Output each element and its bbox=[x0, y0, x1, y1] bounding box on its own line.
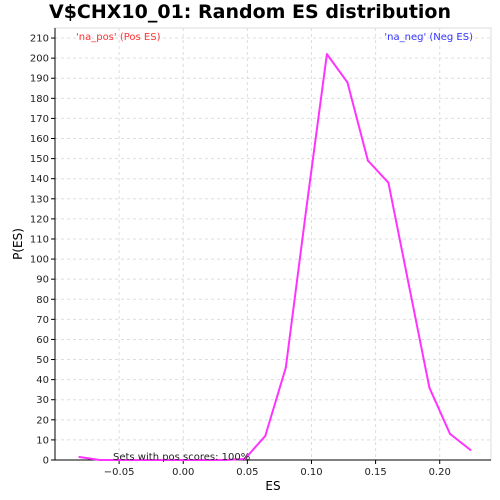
data-point bbox=[449, 433, 451, 435]
y-tick-label: 150 bbox=[30, 154, 49, 165]
data-point bbox=[305, 208, 307, 210]
y-tick-label: 0 bbox=[43, 456, 49, 467]
data-point bbox=[367, 160, 369, 162]
x-tick-label: 0.10 bbox=[300, 467, 322, 478]
x-tick-label: −0.05 bbox=[104, 467, 135, 478]
y-tick-label: 90 bbox=[36, 275, 49, 286]
x-tick-label: 0.20 bbox=[429, 467, 451, 478]
y-tick-label: 60 bbox=[36, 335, 49, 346]
y-tick-label: 170 bbox=[30, 114, 49, 125]
y-tick-label: 100 bbox=[30, 255, 49, 266]
y-tick-label: 70 bbox=[36, 315, 49, 326]
data-point bbox=[387, 182, 389, 184]
x-axis-label: ES bbox=[265, 479, 280, 493]
y-tick-label: 80 bbox=[36, 295, 49, 306]
data-point bbox=[408, 284, 410, 286]
x-tick-label: 0.00 bbox=[172, 467, 194, 478]
annotation-pos-scores: Sets with pos scores: 100% bbox=[113, 452, 250, 463]
data-point bbox=[264, 435, 266, 437]
y-tick-label: 20 bbox=[36, 415, 49, 426]
y-axis-label: P(ES) bbox=[11, 228, 25, 260]
y-tick-label: 40 bbox=[36, 375, 49, 386]
y-tick-label: 110 bbox=[30, 234, 49, 245]
y-tick-label: 50 bbox=[36, 355, 49, 366]
y-tick-label: 120 bbox=[30, 214, 49, 225]
data-point bbox=[326, 53, 328, 55]
data-point bbox=[470, 449, 472, 451]
y-tick-label: 130 bbox=[30, 194, 49, 205]
y-tick-label: 200 bbox=[30, 54, 49, 65]
y-tick-label: 160 bbox=[30, 134, 49, 145]
x-tick-label: 0.05 bbox=[236, 467, 258, 478]
y-tick-label: 210 bbox=[30, 34, 49, 45]
y-tick-label: 190 bbox=[30, 74, 49, 85]
y-tick-label: 140 bbox=[30, 174, 49, 185]
data-point bbox=[428, 387, 430, 389]
data-point bbox=[285, 367, 287, 369]
chart-title: V$CHX10_01: Random ES distribution bbox=[49, 1, 451, 23]
y-tick-label: 10 bbox=[36, 435, 49, 446]
legend-pos-es: 'na_pos' (Pos ES) bbox=[76, 32, 161, 43]
data-point bbox=[78, 456, 80, 458]
data-point bbox=[346, 81, 348, 83]
data-point bbox=[99, 459, 101, 461]
y-tick-label: 180 bbox=[30, 94, 49, 105]
x-tick-label: 0.15 bbox=[364, 467, 386, 478]
y-tick-label: 30 bbox=[36, 395, 49, 406]
legend-neg-es: 'na_neg' (Neg ES) bbox=[384, 32, 473, 43]
